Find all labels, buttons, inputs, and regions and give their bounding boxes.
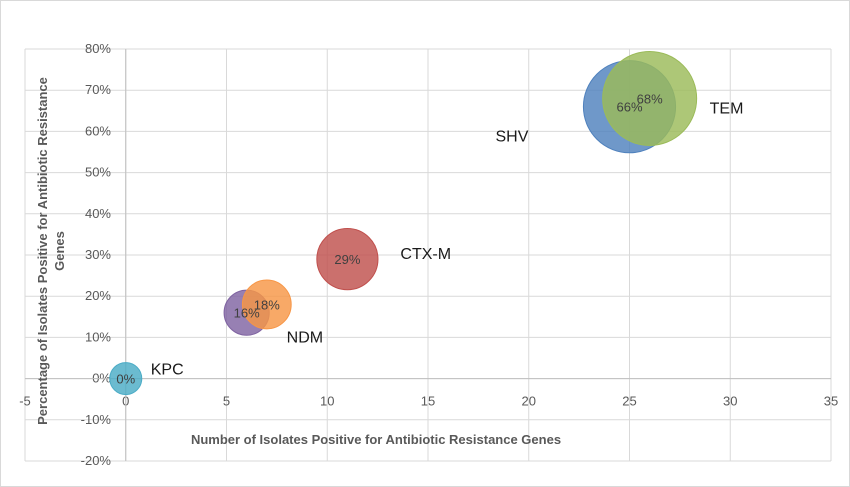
bubble-tem — [602, 50, 698, 146]
bubble-value-label: 16% — [234, 306, 260, 321]
y-tick-label: 40% — [85, 206, 111, 221]
x-tick-label: 15 — [421, 394, 435, 409]
y-tick-label: 60% — [85, 123, 111, 138]
axes: -20%-10%0%10%20%30%40%50%60%70%80%-50510… — [19, 41, 838, 468]
bubble-kpc — [109, 362, 143, 396]
y-tick-label: 30% — [85, 247, 111, 262]
bubble-name-label: TEM — [710, 100, 744, 117]
bubble-name-label: KPC — [151, 362, 184, 379]
bubble-value-label: 66% — [616, 100, 642, 115]
y-axis-title-line: Percentage of Isolates Positive for Anti… — [35, 77, 50, 425]
y-tick-label: -10% — [81, 412, 112, 427]
x-tick-label: 35 — [824, 394, 838, 409]
bubble-value-label: 68% — [637, 91, 663, 106]
x-axis-title: Number of Isolates Positive for Antibiot… — [191, 432, 561, 447]
y-tick-label: 10% — [85, 329, 111, 344]
y-axis-title: Percentage of Isolates Positive for Anti… — [35, 77, 67, 425]
bubble-name-label: NDM — [287, 330, 323, 347]
x-tick-label: -5 — [19, 394, 31, 409]
y-tick-label: -20% — [81, 453, 112, 468]
bubble-labels: 0% 16%18% 29% 66%68% KPC NDM CTX-M SHV TEM — [116, 91, 743, 386]
bubble-value-label: 0% — [116, 372, 135, 387]
y-tick-label: 80% — [85, 41, 111, 56]
x-tick-label: 10 — [320, 394, 334, 409]
x-tick-label: 25 — [622, 394, 636, 409]
y-tick-label: 20% — [85, 288, 111, 303]
bubble-value-label: 18% — [254, 297, 280, 312]
bubble-value-label: 29% — [334, 252, 360, 267]
x-tick-label: 30 — [723, 394, 737, 409]
bubble-series-2 — [241, 279, 292, 330]
y-tick-label: 50% — [85, 165, 111, 180]
y-tick-label: 70% — [85, 82, 111, 97]
x-tick-label: 20 — [522, 394, 536, 409]
x-tick-label: 5 — [223, 394, 230, 409]
bubble-name-label: CTX-M — [400, 246, 451, 263]
bubble-ctx-m — [316, 228, 379, 291]
bubbles — [109, 50, 698, 396]
bubble-name-label: SHV — [496, 129, 529, 146]
y-axis-title-line: Genes — [52, 231, 67, 271]
